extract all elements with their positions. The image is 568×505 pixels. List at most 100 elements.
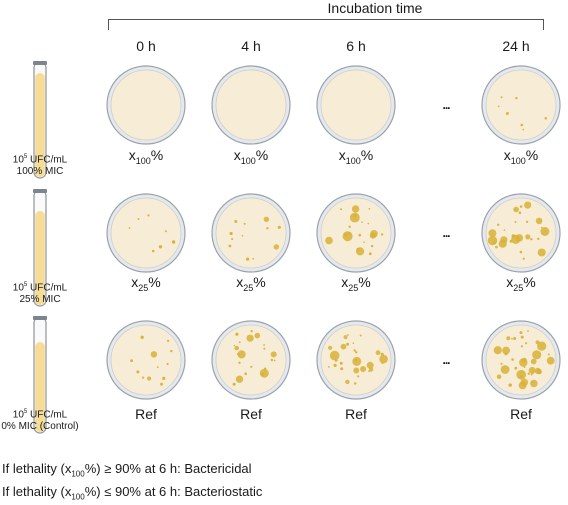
colony — [244, 372, 247, 376]
dish-label-ref: Ref — [345, 406, 367, 422]
colony — [151, 249, 155, 253]
colony — [353, 349, 356, 352]
colony — [277, 225, 281, 229]
colony — [347, 232, 350, 235]
colony — [509, 239, 513, 243]
incubation-time-title: Incubation time — [327, 0, 423, 16]
colony — [523, 366, 526, 368]
colony — [367, 222, 370, 225]
colony — [498, 239, 507, 248]
colony — [514, 221, 517, 223]
colony — [254, 332, 261, 339]
colony — [167, 339, 170, 342]
colony — [166, 362, 169, 366]
colony — [259, 368, 269, 378]
colony — [513, 337, 517, 340]
colony — [263, 216, 270, 222]
colony — [228, 244, 232, 248]
colony — [353, 214, 357, 218]
colony — [263, 367, 267, 370]
colony — [170, 349, 173, 353]
petri-dish — [106, 320, 186, 400]
colony — [511, 234, 515, 238]
petri-dish — [316, 193, 396, 273]
colony — [520, 371, 523, 374]
colony — [361, 221, 363, 223]
colony — [237, 352, 240, 356]
colony — [506, 336, 511, 341]
colony — [519, 205, 523, 208]
colony — [340, 367, 344, 371]
colony — [539, 219, 542, 222]
colony — [241, 235, 244, 237]
petri-dish — [106, 193, 186, 273]
colony — [343, 335, 348, 340]
colony — [516, 369, 526, 380]
colony — [252, 257, 255, 260]
colony — [266, 227, 269, 230]
colony — [541, 226, 543, 229]
colony — [238, 341, 241, 344]
colony — [544, 230, 547, 233]
petri-dish — [316, 65, 396, 145]
colony — [488, 229, 497, 238]
colony — [334, 359, 338, 362]
colony — [352, 356, 362, 366]
colony — [530, 379, 538, 388]
colony — [522, 257, 525, 260]
ellipsis-row-2: ... — [442, 226, 450, 240]
dish-label: x25% — [236, 274, 266, 293]
colony — [500, 362, 503, 365]
dish-label: x100% — [128, 147, 164, 166]
col-header-24h: 24 h — [502, 38, 530, 54]
colony — [261, 372, 265, 376]
colony — [547, 353, 550, 356]
colony — [511, 337, 513, 340]
colony — [142, 376, 145, 379]
col-header-0h: 0 h — [136, 38, 156, 54]
colony — [530, 238, 533, 241]
petri-dish — [106, 65, 186, 145]
colony — [487, 235, 498, 246]
colony — [370, 230, 378, 238]
colony — [530, 373, 533, 376]
colony — [348, 225, 351, 228]
colony — [379, 354, 388, 364]
colony — [329, 350, 340, 361]
colony — [366, 361, 374, 369]
colony — [363, 241, 365, 243]
colony — [171, 240, 176, 244]
colony — [158, 245, 163, 249]
col-header-6h: 6 h — [346, 38, 366, 54]
colony — [333, 363, 337, 367]
petri-dish — [211, 65, 291, 145]
tube-caption-control: 105 UFC/mL 0% MIC (Control) — [1, 409, 79, 433]
colony — [344, 233, 348, 237]
colony — [503, 229, 506, 231]
colony — [368, 208, 371, 210]
colony — [504, 352, 508, 356]
colony — [229, 231, 233, 236]
dish-label-ref: Ref — [240, 406, 262, 422]
colony — [502, 346, 510, 355]
colony — [250, 330, 253, 333]
colony — [340, 343, 347, 350]
colony — [238, 361, 241, 364]
colony — [519, 250, 523, 254]
petri-dish — [211, 320, 291, 400]
colony — [500, 96, 503, 99]
colony — [354, 358, 358, 362]
petri-dish — [481, 193, 561, 273]
colony — [537, 237, 540, 240]
ellipsis-row-3: ... — [442, 353, 450, 367]
colony — [246, 257, 250, 261]
colony — [359, 334, 362, 337]
petri-dish — [481, 320, 561, 400]
bactericidal-rule: If lethality (x100%) ≥ 90% at 6 h: Bacte… — [2, 461, 252, 479]
colony — [381, 361, 384, 364]
colony — [520, 378, 529, 387]
colony — [497, 223, 500, 226]
dish-label: x100% — [338, 147, 374, 166]
colony — [519, 331, 523, 335]
colony — [358, 233, 362, 237]
